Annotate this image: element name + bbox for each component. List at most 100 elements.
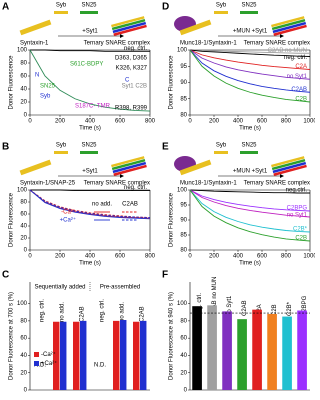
y-tick-label: 60 [20, 212, 27, 218]
x-tick-label: 800 [145, 254, 156, 260]
header-sn25: SN25 [81, 3, 97, 9]
y-tick-label: 20 [20, 236, 27, 242]
legend-column: no add. [92, 202, 112, 208]
sn25-shape [240, 151, 258, 154]
syntaxin-shape [179, 159, 212, 176]
bar [207, 305, 217, 390]
y-axis-label: Donor Fluorescence at 700 s (%) [9, 292, 15, 380]
y-tick-label: 80 [180, 318, 187, 324]
x-tick-label: 0 [28, 119, 32, 125]
panel-letter: B [2, 142, 9, 153]
y-axis-label: Donor Fluorescence [9, 55, 15, 110]
y-tick-label: 40 [20, 87, 27, 93]
sn25-shape [80, 11, 98, 14]
header-syb: Syb [56, 143, 67, 149]
x-axis-label: Time (s) [79, 261, 101, 267]
panel-letter: E [162, 142, 169, 153]
category-label: no add. [60, 302, 66, 322]
x-tick-label: 0 [188, 119, 192, 125]
complex-shape [272, 161, 307, 174]
syb-shape [54, 151, 68, 154]
bar [192, 306, 202, 390]
x-tick-label: 400 [233, 254, 244, 260]
series-line [189, 189, 311, 218]
bar [282, 316, 292, 390]
y-tick-label: 40 [20, 353, 27, 359]
y-tick-label: 0 [24, 388, 28, 394]
category-label: neg. ctrl. [197, 293, 203, 316]
sn25-shape [240, 11, 258, 14]
y-tick-label: 90 [180, 80, 187, 86]
y-tick-label: 60 [20, 336, 27, 342]
x-axis-label: Time (s) [239, 126, 261, 132]
x-tick-label: 600 [257, 119, 268, 125]
series-line [189, 49, 310, 54]
series-line [189, 189, 311, 233]
x-tick-label: 800 [281, 119, 292, 125]
y-tick-label: 100 [17, 188, 28, 194]
category-label: no Syt1 [227, 295, 233, 316]
bar [60, 321, 67, 390]
bar [267, 313, 277, 390]
complex-shape [112, 161, 147, 174]
bar [53, 321, 60, 390]
header-syb: Syb [216, 143, 227, 149]
series-line [30, 189, 150, 192]
y-tick-label: 40 [20, 224, 27, 230]
bar [297, 310, 307, 390]
series-label: neg. ctrl. [124, 46, 147, 52]
nd-label: N.D. [94, 363, 106, 369]
bar [113, 320, 120, 390]
bar [252, 309, 262, 390]
category-label: neg. ctrl. [100, 299, 106, 322]
annotation: Syt1 C2B [122, 84, 147, 90]
y-tick-label: 100 [17, 48, 28, 54]
header-sn25: SN25 [241, 3, 257, 9]
header-action: +MUN +Syt1 [233, 29, 268, 35]
series-label: neg.ctrl. [286, 188, 308, 194]
panel-letter: D [162, 2, 169, 13]
legend-swatch [34, 352, 39, 357]
x-tick-label: 0 [188, 254, 192, 260]
series-line [189, 189, 311, 242]
y-tick-label: 95 [180, 203, 187, 209]
header-start: Syntaxin-1 [20, 41, 49, 47]
complex-shape [272, 21, 307, 34]
category-label: C2B [272, 304, 278, 316]
complex-shape [113, 24, 147, 36]
x-tick-label: 600 [115, 254, 126, 260]
complex-shape [273, 24, 307, 36]
complex-shape [111, 156, 145, 168]
header-syb: Syb [216, 3, 227, 9]
series-line [29, 189, 151, 220]
y-tick-label: 90 [180, 218, 187, 224]
complex-shape [271, 16, 305, 28]
annotation: SN25 [40, 84, 56, 90]
series-line [29, 49, 151, 112]
y-tick-label: 20 [20, 100, 27, 106]
category-label: no add. [120, 302, 126, 322]
series-line [189, 49, 311, 70]
legend-row: -Ca²⁺ [61, 209, 76, 216]
complex-shape [271, 158, 306, 171]
y-tick-label: 100 [177, 301, 188, 307]
header-sn25: SN25 [241, 143, 257, 149]
legend-column: C2AB [122, 202, 138, 208]
x-tick-label: 800 [145, 119, 156, 125]
series-label: C2A [295, 64, 307, 70]
legend-row: +Ca²⁺ [60, 217, 76, 224]
series-line [30, 49, 150, 52]
series-line [189, 49, 311, 93]
category-label: C2AB no MUN [212, 277, 218, 316]
y-axis-label: Donor Fluorescence [169, 55, 175, 110]
bar [222, 311, 232, 390]
complex-shape [113, 164, 147, 176]
y-tick-label: 85 [180, 233, 187, 239]
syb-shape [214, 11, 228, 14]
x-tick-label: 400 [85, 254, 96, 260]
annotation: Syb [40, 94, 51, 100]
x-axis-label: Time (s) [79, 126, 101, 132]
y-axis-label: Donor Fluorescence [169, 192, 175, 247]
series-line [189, 189, 310, 194]
series-label: C2AB no MUN [268, 48, 307, 54]
